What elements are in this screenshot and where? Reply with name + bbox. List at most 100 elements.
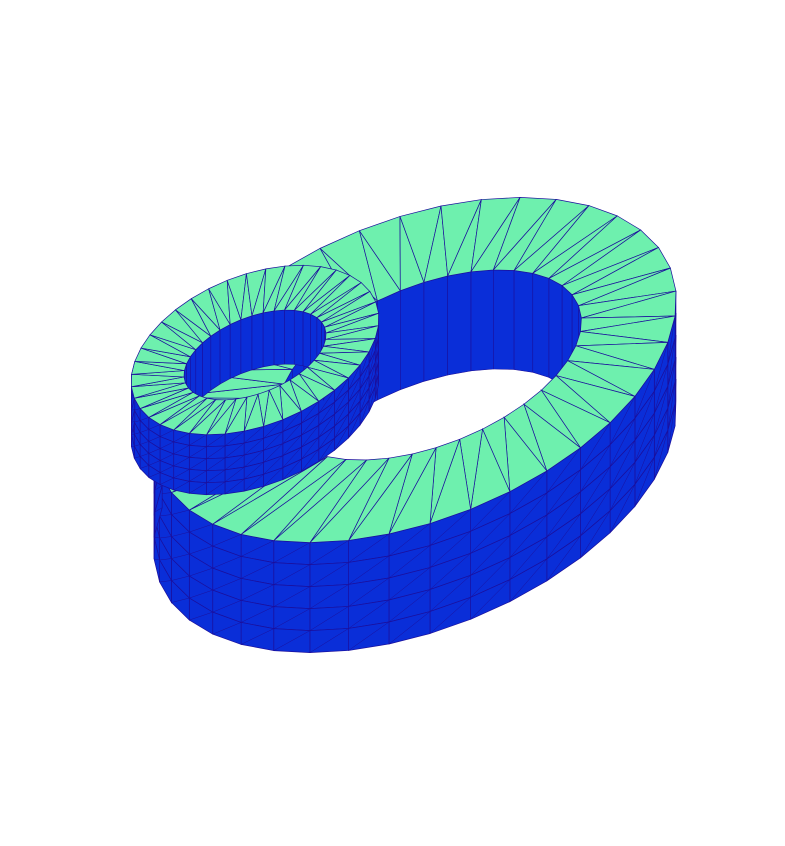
inner-wall-facet [548,277,563,386]
mesh-edge [546,469,581,516]
mesh-edge [148,436,161,442]
mesh-edge [654,430,669,480]
mesh-edge [189,470,207,482]
mesh-edge [212,578,242,591]
inner-wall-facet [210,329,221,391]
mesh-edge [374,361,379,387]
mesh-edge [154,507,163,513]
mesh-edge [171,509,190,515]
mesh-edge [359,363,370,390]
mesh-edge [212,534,242,547]
mesh-edge [148,472,161,478]
mesh-edge [282,423,302,444]
mesh-edge [359,375,370,402]
mesh-edge [348,365,361,391]
mesh-edge [173,433,190,443]
mesh-edge [429,575,471,612]
mesh-edge [263,455,283,475]
mesh-edge [580,488,611,536]
mesh-edge [263,467,283,487]
mesh-edge [159,429,174,437]
mesh-edge [263,431,283,451]
mesh-edge [282,459,302,480]
mesh-edge [374,373,379,399]
mesh-edge [334,413,349,439]
mesh-edge [348,599,390,629]
mesh-edge [348,555,390,585]
mesh-edge [309,628,349,653]
mesh-edge [634,435,655,485]
mesh-edge [282,411,302,432]
mesh-edge [580,422,611,470]
mesh-edge [212,556,242,569]
mesh-edge [159,536,172,539]
mesh-edge [374,349,379,375]
mesh-edge [282,435,302,456]
mesh-edge [334,401,349,427]
mesh-edge [309,540,349,565]
inner-wall-facet [470,269,494,372]
mesh-edge [189,434,207,446]
mesh-edge [189,589,213,599]
mesh-edge [224,430,245,447]
mesh-edge [470,535,511,576]
mesh-edge [134,456,141,459]
mesh-edge [171,597,190,603]
inner-wall-facet [262,310,275,368]
mesh-edge [546,513,581,560]
mesh-edge [240,606,274,623]
mesh-edge [301,449,319,472]
mesh-edge [348,413,361,439]
mesh-edge [189,482,207,494]
mesh-edge [667,359,676,409]
mesh-edge [206,445,226,459]
mesh-edge [334,425,349,451]
mesh-edge [388,545,431,579]
mesh-edge [580,466,611,514]
mesh-edge [171,531,190,537]
mesh-edge [240,584,274,601]
mesh-edge [368,386,376,412]
mesh-edge [131,421,135,423]
mesh-edge [667,381,676,431]
inner-wall-facet [202,335,212,398]
mesh-edge [609,418,636,467]
mesh-edge [509,558,548,602]
mesh-edge [134,408,141,411]
mesh-edge [580,510,611,558]
mesh-edge [546,535,581,582]
mesh-edge [273,564,311,585]
mesh-edge [359,399,370,426]
mesh-edge [240,540,274,557]
mesh-edge [159,558,172,561]
mesh-edge [509,492,548,536]
mesh-edge [148,460,161,466]
mesh-edge [273,542,311,563]
mesh-edge [224,442,245,459]
mesh-edge [159,580,172,583]
mesh-edge [580,444,611,492]
mesh-edge [140,417,149,421]
mesh-edge [140,453,149,457]
mesh-edge [309,562,349,587]
mesh-edge [348,401,361,427]
mesh-edge [348,577,390,607]
mesh-edge [634,369,655,419]
mesh-edge [374,325,379,351]
mesh-edge [301,425,319,448]
mesh-edge [273,608,311,629]
mesh-edge [318,414,335,438]
mesh-edge [609,484,636,533]
mesh-edge [206,433,226,447]
mesh-edge [273,630,311,651]
mesh-edge [159,453,174,461]
inner-wall-facet [284,309,295,365]
mesh-edge [134,444,141,447]
mesh-edge [153,533,156,538]
mesh-edge [189,446,207,458]
mesh-edge [224,466,245,483]
mesh-edge [334,389,349,415]
mesh-edge [273,586,311,607]
mesh-edge [263,419,283,439]
